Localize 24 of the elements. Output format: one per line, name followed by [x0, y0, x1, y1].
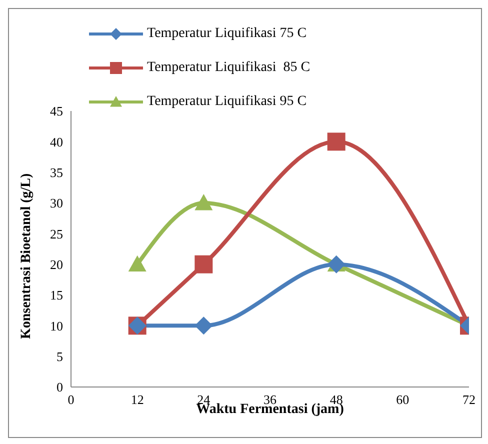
y-tick-label: 5: [56, 348, 63, 364]
y-tick-label: 20: [50, 256, 63, 272]
x-tick-label: 60: [396, 392, 410, 408]
y-tick-label: 0: [56, 380, 63, 395]
y-tick-label: 35: [50, 164, 63, 180]
x-tick-label: 72: [462, 392, 476, 408]
x-tick-label: 0: [68, 392, 74, 408]
legend-label: Temperatur Liquifikasi 85 C: [147, 60, 310, 76]
y-tick-label: 30: [50, 196, 63, 211]
legend-label: Temperatur Liquifikasi 95 C: [147, 94, 307, 110]
y-tick-label: 45: [50, 104, 63, 119]
point: [194, 194, 213, 210]
y-tick-label: 10: [50, 318, 63, 334]
point: [194, 255, 213, 274]
legend-label: Temperatur Liquifikasi 75 C: [147, 26, 307, 42]
y-tick-label: 15: [50, 288, 63, 303]
point: [194, 316, 213, 335]
point: [327, 132, 346, 151]
x-tick-label: 12: [130, 392, 144, 408]
y-axis-title: Konsentrasi Bioetanol (g/L): [18, 172, 34, 339]
y-tick-label: 40: [50, 134, 63, 150]
x-tick-label: 36: [264, 392, 277, 408]
point: [128, 255, 146, 272]
y-tick-label: 25: [50, 226, 63, 242]
